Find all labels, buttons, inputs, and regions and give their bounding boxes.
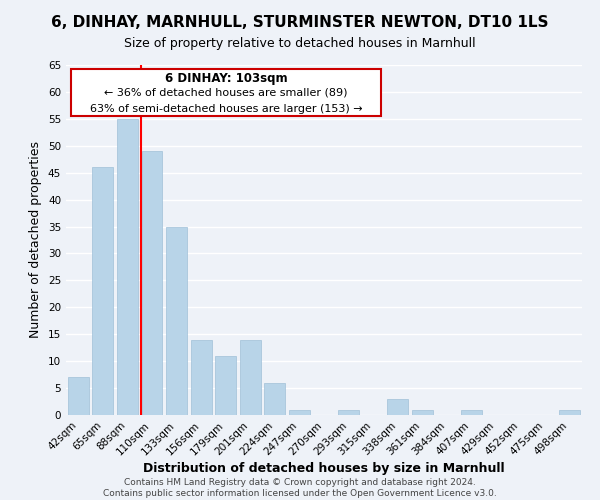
Bar — [142, 151, 163, 415]
Bar — [265, 382, 286, 415]
Bar — [338, 410, 359, 415]
Y-axis label: Number of detached properties: Number of detached properties — [29, 142, 43, 338]
FancyBboxPatch shape — [71, 68, 381, 116]
Bar — [387, 399, 408, 415]
Text: Contains HM Land Registry data © Crown copyright and database right 2024.
Contai: Contains HM Land Registry data © Crown c… — [103, 478, 497, 498]
Text: 6 DINHAY: 103sqm: 6 DINHAY: 103sqm — [164, 72, 287, 85]
Bar — [461, 410, 482, 415]
Bar — [166, 226, 187, 415]
Bar — [240, 340, 261, 415]
Bar — [289, 410, 310, 415]
Bar — [412, 410, 433, 415]
Bar — [559, 410, 580, 415]
Bar — [191, 340, 212, 415]
Text: 63% of semi-detached houses are larger (153) →: 63% of semi-detached houses are larger (… — [89, 104, 362, 114]
Bar — [215, 356, 236, 415]
X-axis label: Distribution of detached houses by size in Marnhull: Distribution of detached houses by size … — [143, 462, 505, 475]
Text: Size of property relative to detached houses in Marnhull: Size of property relative to detached ho… — [124, 38, 476, 51]
Bar — [92, 168, 113, 415]
Bar — [117, 119, 138, 415]
Text: 6, DINHAY, MARNHULL, STURMINSTER NEWTON, DT10 1LS: 6, DINHAY, MARNHULL, STURMINSTER NEWTON,… — [51, 15, 549, 30]
Text: ← 36% of detached houses are smaller (89): ← 36% of detached houses are smaller (89… — [104, 88, 348, 98]
Bar — [68, 378, 89, 415]
